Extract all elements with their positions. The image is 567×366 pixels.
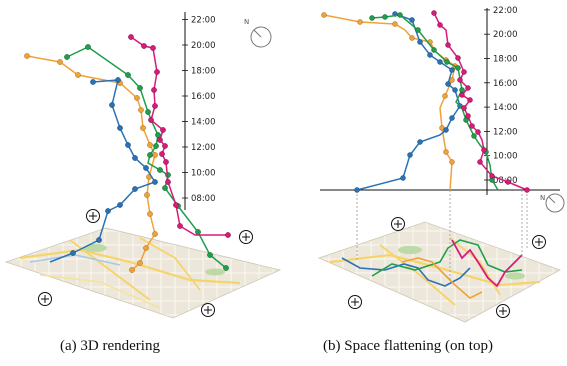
map-plane-a [4, 227, 282, 319]
tick-label: 18:00 [191, 67, 216, 77]
tick-label: 10:00 [493, 152, 518, 162]
map-trajectories-b [341, 239, 523, 299]
trajectory-green-a [64, 44, 229, 271]
tick-label: 10:00 [191, 169, 216, 179]
tick-label: 18:00 [493, 55, 518, 65]
tick-label: 08:00 [191, 194, 216, 204]
tick-label: 16:00 [493, 79, 518, 89]
plus-icon[interactable] [239, 230, 253, 244]
tick-label: 12:00 [493, 127, 518, 137]
trajectory-green-b [369, 12, 499, 191]
tick-label: 14:00 [191, 118, 216, 128]
trajectory-blue-a [49, 77, 158, 263]
trajectory-blue-b [354, 11, 463, 193]
plus-icon[interactable] [496, 304, 510, 318]
tick-label: 12:00 [191, 143, 216, 153]
compass-label: N [540, 194, 545, 202]
map-plane-b [317, 221, 561, 323]
plus-icon[interactable] [86, 209, 100, 223]
plus-icon[interactable] [532, 235, 546, 249]
panel-b: 08:0010:0012:0014:0016:0018:0020:0022:00… [317, 6, 565, 323]
panel-a: 08:00 10:00 12:00 14:00 16:00 18:00 20:00 22:00… [4, 12, 282, 319]
trajectory-magenta-b [431, 10, 530, 193]
tick-label: 16:00 [191, 92, 216, 102]
plus-icon[interactable] [201, 303, 215, 317]
compass-icon: N [540, 193, 565, 213]
plus-icon[interactable] [38, 292, 52, 306]
plus-icon[interactable] [348, 295, 362, 309]
tick-label: 14:00 [493, 103, 518, 113]
time-axis-b [320, 8, 560, 195]
compass-icon: N [244, 18, 272, 48]
caption-a: (a) 3D rendering [60, 338, 160, 354]
time-ticks-a: 08:00 10:00 12:00 14:00 16:00 18:00 20:00 22:00 [182, 16, 216, 204]
trajectory-orange-b [321, 12, 458, 191]
tick-label: 20:00 [191, 41, 216, 51]
trajectory-magenta-a [128, 34, 231, 238]
caption-b: (b) Space flattening (on top) [323, 338, 493, 354]
tick-label: 22:00 [493, 6, 518, 16]
compass-label: N [244, 18, 249, 26]
plus-icon[interactable] [391, 217, 405, 231]
tick-label: 22:00 [191, 16, 216, 26]
projection-lines [356, 190, 528, 282]
tick-label: 20:00 [493, 30, 518, 40]
